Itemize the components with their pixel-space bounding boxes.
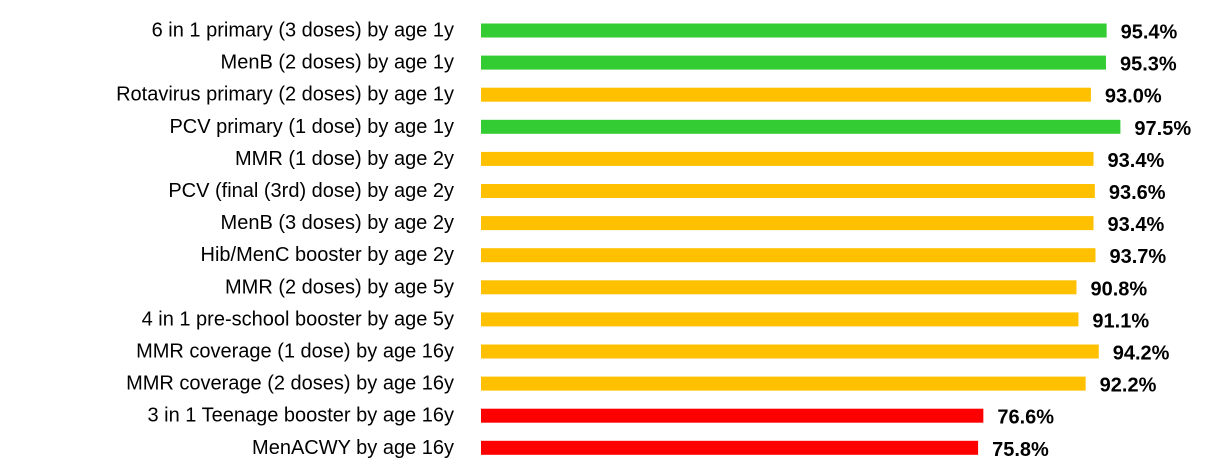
value-label: 90.8%	[1090, 278, 1147, 300]
value-label: 93.7%	[1109, 246, 1166, 268]
category-label: MenB (3 doses) by age 2y	[221, 212, 454, 234]
category-label: 3 in 1 Teenage booster by age 16y	[147, 405, 454, 427]
category-label: PCV primary (1 dose) by age 1y	[169, 116, 454, 138]
value-label: 93.6%	[1109, 182, 1166, 204]
category-label: MMR coverage (1 dose) by age 16y	[136, 341, 454, 363]
category-label: PCV (final (3rd) dose) by age 2y	[168, 180, 454, 202]
category-label: 6 in 1 primary (3 doses) by age 1y	[152, 20, 454, 42]
bar	[481, 184, 1095, 198]
bar	[481, 408, 984, 423]
value-labels: 95.4% 95.3% 93.0% 97.5% 93.4% 93.6% 93.4% 93.7%…	[992, 22, 1191, 461]
category-labels: 6 in 1 primary (3 doses) by age 1y MenB (…	[116, 20, 454, 459]
category-label: Rotavirus primary (2 doses) by age 1y	[116, 84, 454, 106]
value-label: 93.4%	[1108, 150, 1165, 172]
category-label: MMR coverage (2 doses) by age 16y	[126, 373, 454, 395]
bar	[481, 280, 1077, 295]
bar	[481, 55, 1106, 70]
bar	[481, 119, 1121, 134]
category-label: Hib/MenC booster by age 2y	[201, 244, 454, 266]
value-label: 91.1%	[1092, 310, 1149, 332]
value-label: 95.4%	[1121, 22, 1178, 44]
value-label: 94.2%	[1113, 343, 1170, 365]
category-label: MenB (2 doses) by age 1y	[221, 52, 454, 74]
category-label: MMR (1 dose) by age 2y	[235, 148, 454, 170]
bar	[481, 87, 1091, 102]
bar	[481, 376, 1086, 391]
bar	[481, 23, 1107, 38]
bar	[481, 344, 1099, 359]
bar	[481, 248, 1096, 263]
value-label: 75.8%	[992, 439, 1049, 461]
value-label: 76.6%	[997, 407, 1054, 429]
bar	[481, 440, 979, 455]
bar	[481, 216, 1094, 231]
bars	[481, 23, 1121, 455]
category-label: 4 in 1 pre-school booster by age 5y	[142, 308, 454, 330]
category-label: MMR (2 doses) by age 5y	[225, 276, 454, 298]
bar	[481, 151, 1094, 166]
value-label: 93.4%	[1108, 214, 1165, 236]
value-label: 93.0%	[1105, 86, 1162, 108]
bar	[481, 312, 1079, 327]
category-label: MenACWY by age 16y	[252, 437, 454, 459]
value-label: 95.3%	[1120, 54, 1177, 76]
value-label: 92.2%	[1100, 375, 1157, 397]
value-label: 97.5%	[1134, 118, 1191, 140]
